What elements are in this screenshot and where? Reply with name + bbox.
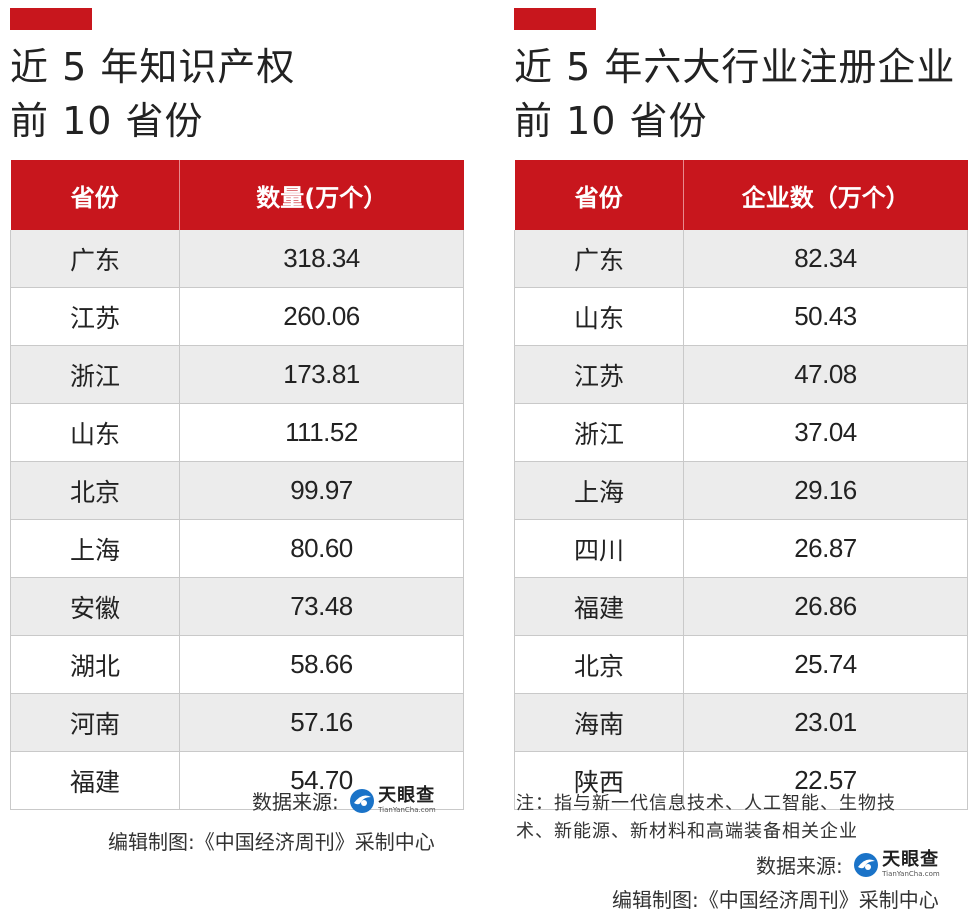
province-cell: 安徽 — [10, 577, 180, 636]
value-cell: 82.34 — [683, 230, 968, 288]
province-cell: 海南 — [514, 693, 684, 752]
table-row: 浙江 37.04 — [514, 403, 968, 462]
value-cell: 58.66 — [179, 635, 464, 694]
table-body: 广东 82.34 山东 50.43 江苏 47.08 浙江 37.04 上海 29.16 四川 26.… — [514, 230, 968, 810]
right-data-source: 数据来源: 天眼查 TianYanCha.com — [756, 850, 940, 879]
table-row: 广东 82.34 — [514, 230, 968, 288]
tianyancha-logo-icon — [350, 788, 375, 813]
table-row: 浙江 173.81 — [10, 345, 464, 404]
province-cell: 浙江 — [10, 345, 180, 404]
title-line-1: 近 5 年六大行业注册企业 — [514, 45, 956, 89]
header-value: 企业数（万个） — [683, 160, 968, 230]
value-cell: 26.87 — [683, 519, 968, 578]
tianyancha-logo: 天眼查 TianYanCha.com — [349, 787, 436, 814]
table-header-row: 省份 企业数（万个） — [514, 160, 968, 230]
province-cell: 河南 — [10, 693, 180, 752]
title-line-2: 前 10 省份 — [10, 99, 204, 143]
accent-bar — [514, 8, 596, 30]
table-row: 江苏 47.08 — [514, 345, 968, 404]
note-line-2: 术、新能源、新材料和高端装备相关企业 — [516, 821, 858, 842]
footnote: 注：指与新一代信息技术、人工智能、生物技 术、新能源、新材料和高端装备相关企业 — [516, 790, 972, 846]
province-cell: 江苏 — [10, 287, 180, 346]
value-cell: 37.04 — [683, 403, 968, 462]
tianyancha-logo-icon — [854, 852, 879, 877]
province-cell: 四川 — [514, 519, 684, 578]
header-province: 省份 — [514, 160, 684, 230]
province-cell: 上海 — [10, 519, 180, 578]
province-cell: 上海 — [514, 461, 684, 520]
table-row: 山东 111.52 — [10, 403, 464, 462]
value-cell: 57.16 — [179, 693, 464, 752]
value-cell: 25.74 — [683, 635, 968, 694]
note-line-1: 注：指与新一代信息技术、人工智能、生物技 — [516, 793, 896, 814]
value-cell: 26.86 — [683, 577, 968, 636]
header-province: 省份 — [10, 160, 180, 230]
province-cell: 湖北 — [10, 635, 180, 694]
logo-brand-cn: 天眼查 — [882, 849, 940, 870]
title-line-2: 前 10 省份 — [514, 99, 708, 143]
table-row: 陕西 22.57 — [514, 751, 968, 810]
left-panel: 近 5 年知识产权 前 10 省份 省份 数量(万个） 广东 318.34 江苏 26… — [10, 0, 464, 810]
value-cell: 111.52 — [179, 403, 464, 462]
enterprise-ranking-table: 省份 企业数（万个） 广东 82.34 山东 50.43 江苏 47.08 浙江 37.04 上… — [514, 160, 968, 810]
title-line-1: 近 5 年知识产权 — [10, 45, 296, 89]
province-cell: 广东 — [10, 230, 180, 288]
province-cell: 北京 — [514, 635, 684, 694]
panel-title: 近 5 年知识产权 前 10 省份 — [10, 40, 464, 148]
table-row: 江苏 260.06 — [10, 287, 464, 346]
right-credit: 编辑制图:《中国经济周刊》采制中心 — [612, 888, 939, 912]
table-row: 湖北 58.66 — [10, 635, 464, 694]
table-row: 上海 80.60 — [10, 519, 464, 578]
panel-title: 近 5 年六大行业注册企业 前 10 省份 — [514, 40, 968, 148]
value-cell: 54.70 — [179, 751, 464, 810]
header-value: 数量(万个） — [179, 160, 464, 230]
table-row: 广东 318.34 — [10, 230, 464, 288]
tianyancha-logo: 天眼查 TianYanCha.com — [853, 851, 940, 878]
table-row: 北京 25.74 — [514, 635, 968, 694]
logo-brand-en: TianYanCha.com — [882, 870, 940, 878]
accent-bar — [10, 8, 92, 30]
value-cell: 29.16 — [683, 461, 968, 520]
ip-ranking-table: 省份 数量(万个） 广东 318.34 江苏 260.06 浙江 173.81 山东 111.… — [10, 160, 464, 810]
province-cell: 陕西 — [514, 751, 684, 810]
table-row: 山东 50.43 — [514, 287, 968, 346]
province-cell: 山东 — [514, 287, 684, 346]
province-cell: 福建 — [10, 751, 180, 810]
province-cell: 浙江 — [514, 403, 684, 462]
table-row: 河南 57.16 — [10, 693, 464, 752]
table-row: 北京 99.97 — [10, 461, 464, 520]
left-data-source: 数据来源: 天眼查 TianYanCha.com — [252, 786, 436, 815]
table-row: 福建 26.86 — [514, 577, 968, 636]
province-cell: 北京 — [10, 461, 180, 520]
value-cell: 99.97 — [179, 461, 464, 520]
logo-brand-cn: 天眼查 — [378, 785, 436, 806]
province-cell: 山东 — [10, 403, 180, 462]
logo-brand-en: TianYanCha.com — [378, 806, 436, 814]
province-cell: 江苏 — [514, 345, 684, 404]
province-cell: 广东 — [514, 230, 684, 288]
value-cell: 23.01 — [683, 693, 968, 752]
source-label: 数据来源: — [756, 854, 843, 878]
table-row: 安徽 73.48 — [10, 577, 464, 636]
value-cell: 47.08 — [683, 345, 968, 404]
value-cell: 50.43 — [683, 287, 968, 346]
table-row: 海南 23.01 — [514, 693, 968, 752]
value-cell: 173.81 — [179, 345, 464, 404]
table-row: 福建 54.70 — [10, 751, 464, 810]
table-row: 四川 26.87 — [514, 519, 968, 578]
right-panel: 近 5 年六大行业注册企业 前 10 省份 省份 企业数（万个） 广东 82.34… — [514, 0, 968, 810]
table-row: 上海 29.16 — [514, 461, 968, 520]
value-cell: 80.60 — [179, 519, 464, 578]
source-label: 数据来源: — [252, 790, 339, 814]
table-body: 广东 318.34 江苏 260.06 浙江 173.81 山东 111.52 北京 99.97 上… — [10, 230, 464, 810]
value-cell: 73.48 — [179, 577, 464, 636]
left-credit: 编辑制图:《中国经济周刊》采制中心 — [108, 830, 435, 854]
value-cell: 260.06 — [179, 287, 464, 346]
value-cell: 318.34 — [179, 230, 464, 288]
value-cell: 22.57 — [683, 751, 968, 810]
province-cell: 福建 — [514, 577, 684, 636]
table-header-row: 省份 数量(万个） — [10, 160, 464, 230]
